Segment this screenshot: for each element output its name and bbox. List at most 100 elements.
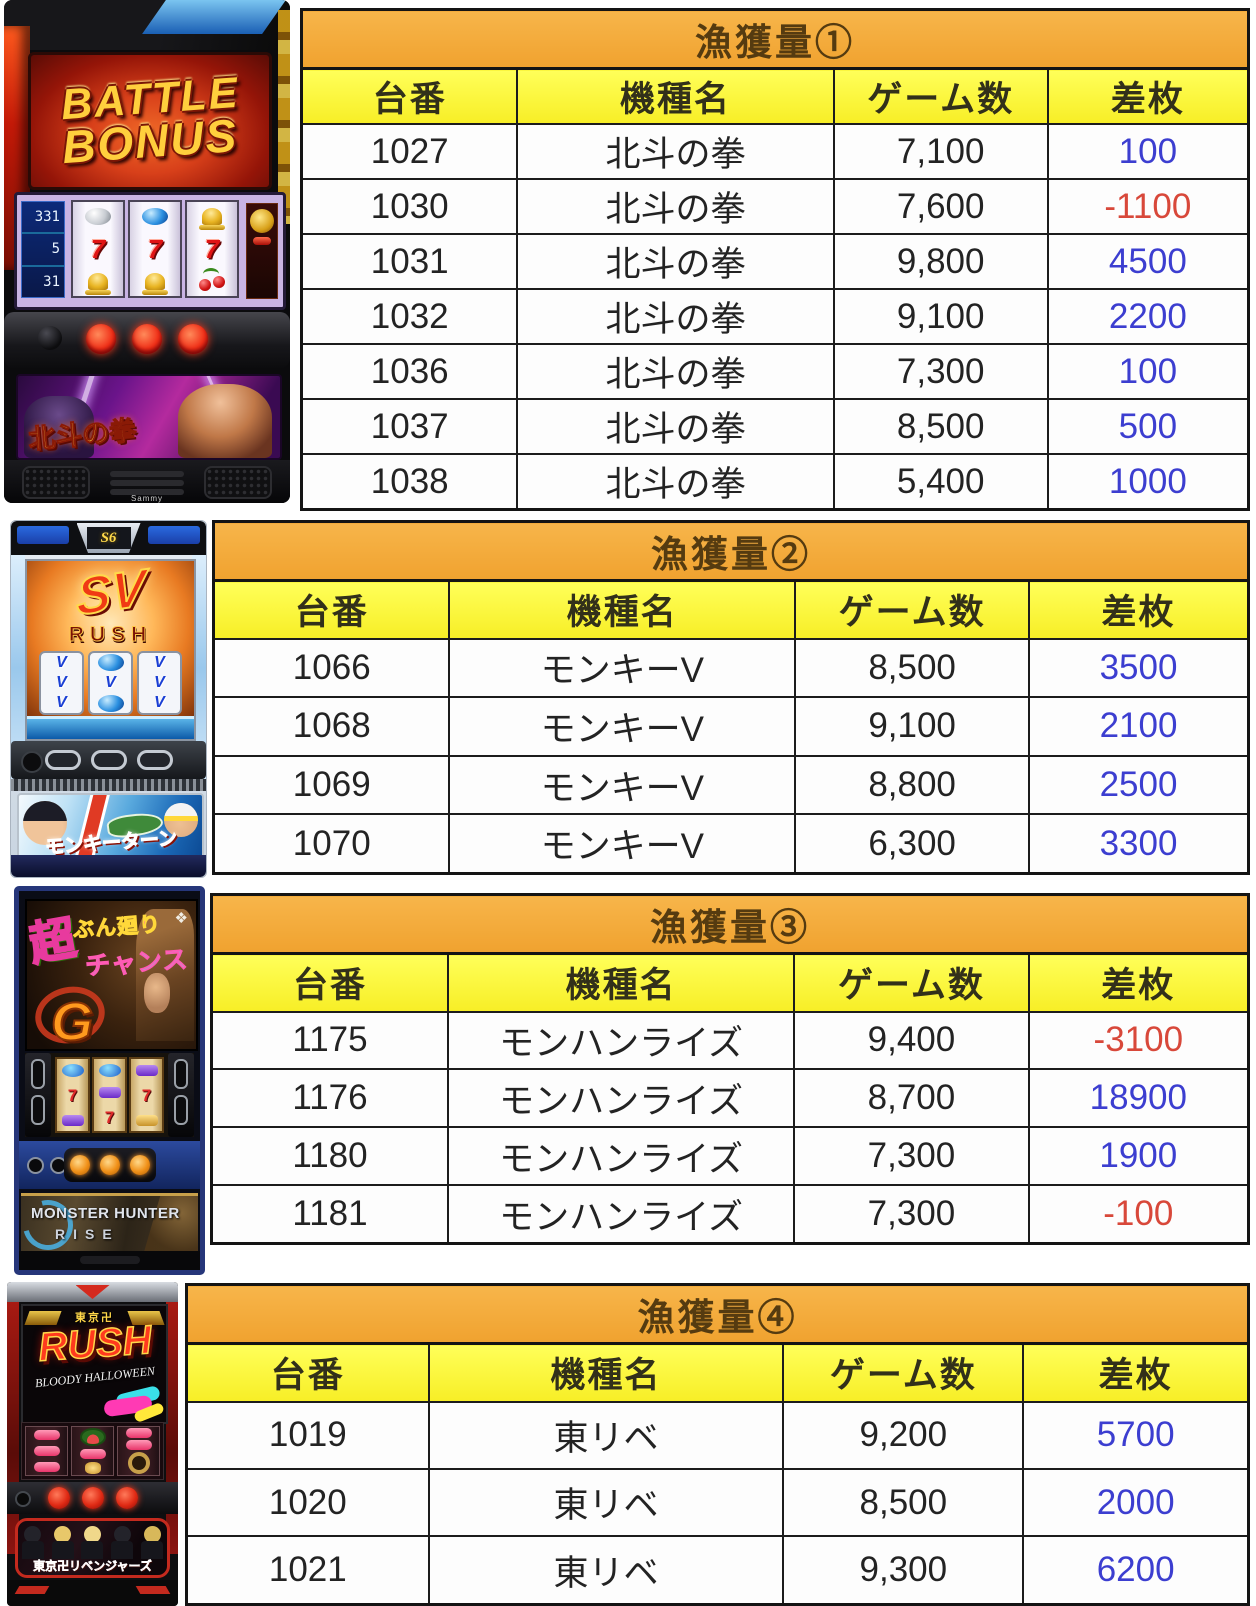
- title-art-panel: MONSTER HUNTER RISE: [21, 1193, 198, 1255]
- counter-value: 331: [22, 202, 64, 235]
- control-panel: [19, 1141, 200, 1189]
- game-count-cell: 9,100: [832, 288, 1049, 345]
- game-count-cell: 8,500: [794, 637, 1031, 699]
- red-seven-icon: [205, 236, 219, 262]
- table-row: 1037 北斗の拳 8,500 500: [300, 398, 1250, 455]
- diff-cell: -100: [1027, 1184, 1250, 1245]
- counter-value: 31: [43, 273, 60, 290]
- game-count-cell: 5,400: [832, 453, 1049, 511]
- machine-number-cell: 1176: [210, 1068, 449, 1129]
- model-name-cell: 北斗の拳: [516, 233, 835, 290]
- gold-wing-decoration: [24, 1311, 62, 1325]
- col-header-diff: 差枚: [1027, 952, 1250, 1013]
- character-figure: [141, 1526, 164, 1559]
- col-header-model-name: 機種名: [427, 1342, 785, 1403]
- red-seven-icon: [142, 1087, 151, 1104]
- machine-number-cell: 1019: [185, 1400, 430, 1470]
- model-name-cell: 北斗の拳: [516, 178, 835, 235]
- catch-table-2: 漁獲量② 台番 機種名 ゲーム数 差枚 1066 モンキーV 8,500 3500 10…: [212, 520, 1250, 875]
- cabinet-base: Sammy: [4, 460, 290, 503]
- knob-icon: [27, 1157, 44, 1174]
- diff-cell: 500: [1046, 398, 1250, 455]
- blue-streak-decoration: [142, 0, 286, 34]
- diff-cell: 2500: [1028, 754, 1250, 816]
- blue-v-icon: [56, 674, 67, 692]
- col-header-game-count: ゲーム数: [793, 952, 1030, 1013]
- pink-bar-icon: [125, 1428, 152, 1438]
- red-button-icon: [81, 1487, 104, 1509]
- graffiti-cho-text: 超: [25, 910, 81, 971]
- brand-label: Sammy: [130, 494, 164, 503]
- hokuto-no-ken-logo: 北斗の拳: [27, 415, 138, 455]
- model-name-cell: モンキーV: [448, 813, 797, 875]
- speaker-tower: [168, 1053, 194, 1137]
- game-count-cell: 8,800: [794, 754, 1031, 816]
- purple-bar-icon: [61, 1114, 84, 1126]
- diff-cell: 1900: [1027, 1126, 1250, 1187]
- blue-v-icon: [154, 674, 165, 692]
- diff-cell: 4500: [1046, 233, 1250, 290]
- character-figure: [21, 1526, 44, 1559]
- bell-icon: [142, 273, 168, 296]
- gold-bar-icon: [135, 1114, 158, 1126]
- pink-bar-icon: [33, 1430, 60, 1440]
- slot-machine-photo-hokuto-no-ken: BATTLE BONUS 331 5 31: [4, 0, 290, 503]
- reel-center: [128, 200, 182, 298]
- game-count-cell: 9,400: [793, 1010, 1030, 1071]
- table-title: 漁獲量③: [210, 893, 1250, 955]
- credit-display: 331 5 31: [21, 201, 65, 298]
- cabinet-base: [19, 1251, 200, 1270]
- cherry-icon: [198, 267, 226, 291]
- control-panel: [7, 1482, 178, 1514]
- game-count-cell: 6,300: [794, 813, 1031, 875]
- col-header-model-name: 機種名: [446, 952, 796, 1013]
- red-seven-icon: [148, 236, 162, 262]
- col-header-diff: 差枚: [1046, 67, 1250, 125]
- diff-cell: 5700: [1022, 1400, 1250, 1470]
- oval-button-icon: [44, 750, 81, 770]
- game-count-cell: 9,800: [832, 233, 1049, 290]
- reel-center: [92, 1057, 127, 1133]
- character-art-panel: 東京卍リベンジャーズ: [15, 1518, 170, 1578]
- push-buttons: [86, 324, 208, 354]
- tokyo-revengers-logo: 東京卍リベンジャーズ: [33, 1559, 152, 1574]
- diff-cell: 2000: [1022, 1467, 1250, 1538]
- rush-logo: RUSH: [36, 1317, 154, 1370]
- table-header-row: 台番 機種名 ゲーム数 差枚: [210, 952, 1250, 1013]
- character-figure: [111, 1526, 134, 1559]
- reels: [21, 1422, 164, 1480]
- reels: [71, 200, 239, 298]
- blue-v-icon: [56, 694, 67, 712]
- character-art-panel: モンキーターン: [17, 793, 204, 859]
- machine-number-cell: 1030: [300, 178, 519, 235]
- model-name-cell: モンハンライズ: [446, 1126, 796, 1187]
- button-panel: [63, 1148, 156, 1182]
- game-count-cell: 9,200: [782, 1400, 1025, 1470]
- rush-text: RUSH: [68, 623, 153, 647]
- reel-left: [71, 200, 125, 298]
- reel-right: [129, 1057, 164, 1133]
- col-header-machine-number: 台番: [300, 67, 519, 125]
- model-name-cell: モンハンライズ: [446, 1068, 796, 1129]
- knob-icon: [15, 1491, 31, 1507]
- blue-v-icon: [56, 654, 67, 672]
- table-row: 1021 東リベ 9,300 6200: [185, 1535, 1250, 1606]
- model-name-cell: モンキーV: [448, 637, 797, 699]
- character-silhouette: [24, 396, 94, 458]
- bonus-text: BONUS: [60, 108, 240, 173]
- model-name-cell: モンハンライズ: [446, 1184, 796, 1245]
- game-count-cell: 9,300: [782, 1535, 1025, 1606]
- cabinet-base: [7, 1580, 178, 1606]
- control-panel: [11, 741, 206, 779]
- table-title: 漁獲量④: [185, 1283, 1250, 1345]
- rise-title: RISE: [55, 1226, 120, 1242]
- blue-lamp-bar: [17, 526, 69, 544]
- model-name-cell: 北斗の拳: [516, 398, 835, 455]
- pink-bar-icon: [125, 1440, 152, 1450]
- machine-number-cell: 1031: [300, 233, 519, 290]
- table-row: 1019 東リベ 9,200 5700: [185, 1400, 1250, 1470]
- bell-icon: [85, 273, 111, 296]
- speaker-tower: [25, 1053, 51, 1137]
- cabinet-base: [11, 855, 206, 877]
- col-header-diff: 差枚: [1022, 1342, 1250, 1403]
